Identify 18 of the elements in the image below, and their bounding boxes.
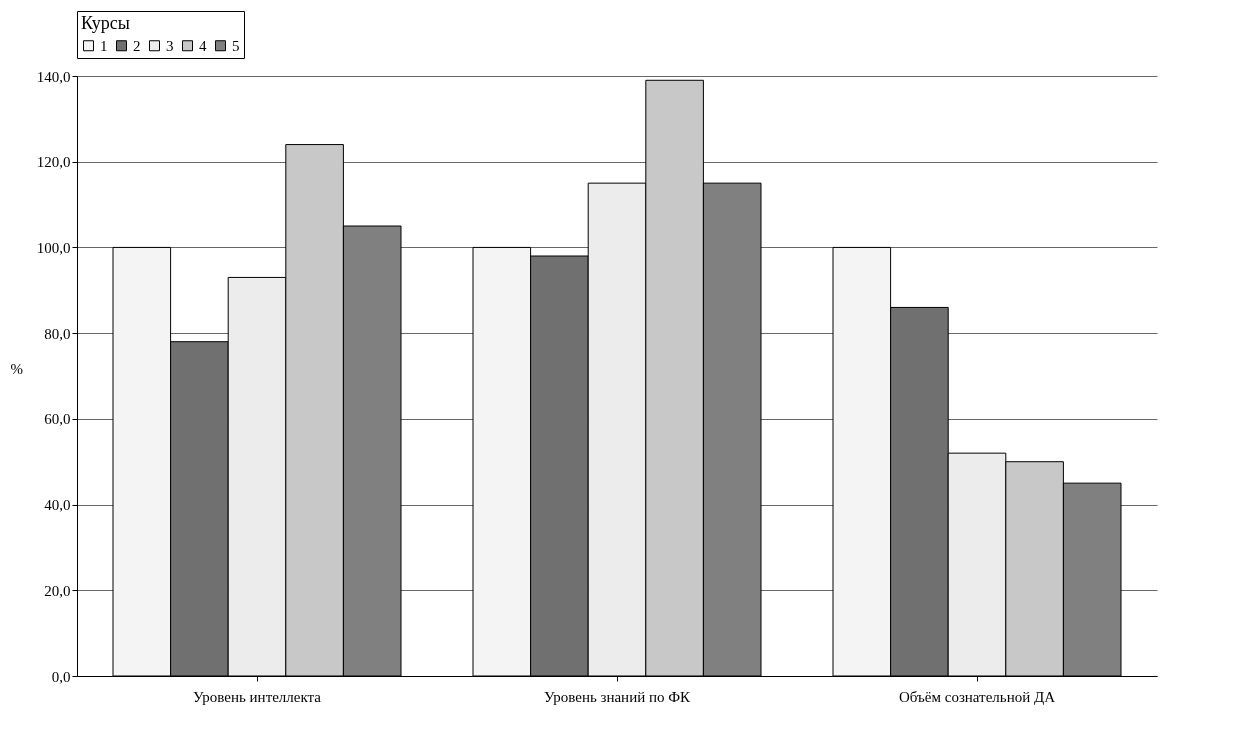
x-tick-label: Уровень интеллекта <box>193 688 322 705</box>
y-tick-label: 80,0 <box>44 325 71 342</box>
legend-label: 4 <box>199 37 207 54</box>
legend-title: Курсы <box>81 13 130 33</box>
y-tick-label: 140,0 <box>36 68 71 85</box>
y-tick-label: 40,0 <box>44 497 71 514</box>
y-tick-label: 120,0 <box>36 154 71 171</box>
legend-label: 5 <box>232 37 240 54</box>
x-tick-label: Объём сознательной ДА <box>898 688 1056 705</box>
y-axis-title: % <box>10 360 23 377</box>
x-tick-label: Уровень знаний по ФК <box>543 688 692 705</box>
legend-label: 1 <box>100 37 108 54</box>
y-tick-label: 0,0 <box>51 668 71 685</box>
y-tick-label: 20,0 <box>44 582 71 599</box>
legend-label: 3 <box>166 37 174 54</box>
y-tick-label: 100,0 <box>36 239 71 256</box>
y-tick-label: 60,0 <box>44 411 71 428</box>
legend-label: 2 <box>133 37 141 54</box>
